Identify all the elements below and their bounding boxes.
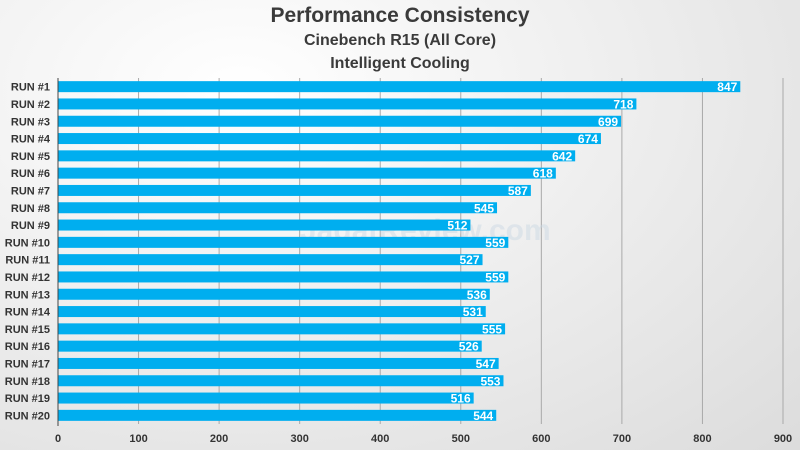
value-label-run-13: 536	[467, 288, 487, 302]
x-tick-label-400: 400	[371, 433, 389, 445]
x-tick-label-200: 200	[210, 433, 228, 445]
category-label-run-9: RUN #9	[11, 220, 50, 232]
value-label-run-18: 553	[480, 374, 500, 388]
bar-run-9	[58, 219, 471, 231]
chart-subtitle: Cinebench R15 (All Core)	[303, 32, 497, 49]
bar-run-11	[58, 254, 483, 266]
category-label-run-7: RUN #7	[11, 185, 50, 197]
category-label-run-19: RUN #19	[5, 393, 50, 405]
bar-run-1	[58, 81, 741, 93]
bar-run-15	[58, 323, 506, 335]
category-label-run-16: RUN #16	[5, 341, 50, 353]
bar-run-16	[58, 340, 482, 352]
value-label-run-11: 527	[459, 253, 479, 267]
chart-subtitle-2: Intelligent Cooling	[330, 55, 470, 72]
category-label-run-15: RUN #15	[5, 324, 50, 336]
category-label-run-14: RUN #14	[5, 307, 51, 319]
chart-titles: Performance Consistency Cinebench R15 (A…	[0, 2, 800, 75]
category-label-run-1: RUN #1	[11, 82, 50, 94]
bar-run-17	[58, 357, 499, 369]
value-label-run-7: 587	[508, 184, 528, 198]
category-label-run-20: RUN #20	[5, 410, 50, 422]
value-label-run-15: 555	[482, 322, 502, 336]
value-label-run-16: 526	[459, 340, 479, 354]
value-label-run-8: 545	[474, 201, 494, 215]
category-label-run-18: RUN #18	[5, 376, 50, 388]
bar-run-3	[58, 115, 622, 127]
category-label-run-12: RUN #12	[5, 272, 50, 284]
bar-run-13	[58, 288, 490, 300]
x-tick-label-500: 500	[452, 433, 470, 445]
bar-run-5	[58, 150, 576, 162]
bar-run-7	[58, 184, 531, 196]
chart-title: Performance Consistency	[270, 4, 530, 27]
x-tick-label-300: 300	[290, 433, 308, 445]
category-label-run-11: RUN #11	[5, 255, 50, 267]
category-label-run-17: RUN #17	[5, 358, 50, 370]
bar-run-14	[58, 306, 486, 318]
value-label-run-5: 642	[552, 149, 572, 163]
value-label-run-6: 618	[533, 167, 553, 181]
x-tick-label-800: 800	[693, 433, 711, 445]
bar-run-10	[58, 236, 509, 248]
category-label-run-2: RUN #2	[11, 99, 50, 111]
bar-run-19	[58, 392, 474, 404]
x-tick-label-100: 100	[129, 433, 147, 445]
value-label-run-14: 531	[463, 305, 483, 319]
value-label-run-10: 559	[485, 236, 505, 250]
x-tick-label-900: 900	[774, 433, 792, 445]
value-label-run-20: 544	[473, 409, 493, 423]
value-label-run-12: 559	[485, 270, 505, 284]
category-label-run-3: RUN #3	[11, 116, 50, 128]
bar-run-2	[58, 98, 637, 110]
value-label-run-17: 547	[476, 357, 496, 371]
bar-run-4	[58, 133, 601, 145]
x-tick-label-0: 0	[55, 433, 61, 445]
value-label-run-9: 512	[447, 219, 467, 233]
bar-run-18	[58, 375, 504, 387]
value-label-run-1: 847	[717, 80, 737, 94]
bar-run-12	[58, 271, 509, 283]
value-label-run-4: 674	[578, 132, 598, 146]
value-label-run-19: 516	[451, 392, 471, 406]
value-label-run-2: 718	[613, 97, 633, 111]
bar-run-20	[58, 409, 497, 421]
category-label-run-13: RUN #13	[5, 289, 50, 301]
category-label-run-10: RUN #10	[5, 237, 50, 249]
category-label-run-8: RUN #8	[11, 203, 50, 215]
x-tick-label-600: 600	[532, 433, 550, 445]
x-tick-label-700: 700	[613, 433, 631, 445]
category-label-run-5: RUN #5	[11, 151, 50, 163]
bar-run-6	[58, 167, 556, 179]
category-label-run-4: RUN #4	[11, 134, 51, 146]
category-label-run-6: RUN #6	[11, 168, 50, 180]
bar-run-8	[58, 202, 498, 214]
value-label-run-3: 699	[598, 115, 618, 129]
